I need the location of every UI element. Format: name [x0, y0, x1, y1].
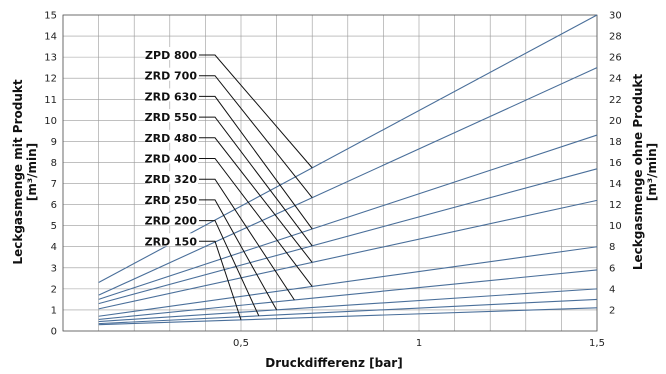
- y-right-tick-label: 22: [609, 95, 622, 106]
- series-label: ZRD 480: [145, 132, 198, 145]
- y-right-tick-label: 16: [609, 158, 622, 169]
- series-leader: [199, 178, 295, 301]
- series-label-bg: [150, 109, 198, 123]
- x-tick-label: 0,5: [233, 338, 249, 349]
- y-left-tick-label: 11: [44, 95, 57, 106]
- y-right-tick-label: 24: [609, 74, 622, 85]
- x-axis-title: Druckdifferenz [bar]: [265, 356, 402, 370]
- series-label-bg: [150, 191, 198, 205]
- y-right-tick-label: 18: [609, 137, 622, 148]
- y-right-tick-label: 26: [609, 53, 622, 64]
- left-axis-title-line1: Leckgasmenge mit Produkt: [11, 79, 25, 264]
- y-right-tick-label: 10: [609, 221, 622, 232]
- series-leader: [199, 54, 313, 169]
- series-line: [98, 307, 598, 326]
- series-label-bg: [150, 171, 198, 185]
- series-label: ZRD 700: [145, 70, 198, 83]
- y-right-tick-label: 30: [609, 11, 622, 22]
- y-left-tick-label: 6: [51, 200, 57, 211]
- y-right-tick-label: 28: [609, 32, 622, 43]
- series-leader: [199, 220, 260, 317]
- series-label-bg: [150, 212, 198, 226]
- left-axis-title: Leckgasmenge mit Produkt [m³/min]: [11, 79, 39, 264]
- y-left-tick-label: 7: [51, 179, 57, 190]
- y-right-tick-label: 20: [609, 116, 622, 127]
- y-right-tick-label: 14: [609, 179, 622, 190]
- y-left-tick-label: 15: [44, 11, 57, 22]
- y-right-tick-label: 8: [609, 242, 615, 253]
- series-leader: [199, 158, 313, 287]
- y-left-tick-label: 3: [51, 263, 57, 274]
- y-left-tick-label: 10: [44, 116, 57, 127]
- series-labels: ZPD 800 ZRD 700 ZRD 630 ZRD 550 ZRD 480 ZRD 4…: [145, 47, 198, 248]
- y-right-tick-label: 12: [609, 200, 622, 211]
- series-leader: [199, 75, 313, 198]
- series-label-bg: [150, 233, 198, 247]
- y-left-tick-label: 13: [44, 53, 57, 64]
- series-leader: [199, 240, 242, 321]
- series-line: [98, 288, 598, 323]
- series-line: [98, 67, 598, 296]
- series-line: [98, 298, 598, 325]
- x-tick-label: 1,5: [589, 338, 605, 349]
- y-left-tick-label: 2: [51, 284, 57, 295]
- series-label-bg: [150, 129, 198, 143]
- y-left-tick-label: 1: [51, 305, 57, 316]
- series-label: ZRD 400: [145, 153, 198, 166]
- series-label-bg: [150, 67, 198, 81]
- y-right-tick-label: 6: [609, 263, 615, 274]
- series-line: [98, 246, 598, 317]
- series-line: [98, 269, 598, 320]
- ticks: 0123456789101112131415246810121416182022…: [44, 11, 621, 350]
- series-leaders: [199, 54, 313, 321]
- series-leader: [199, 116, 313, 247]
- left-axis-title-line2: [m³/min]: [25, 143, 39, 201]
- right-axis-title-line1: Leckgasmenge ohne Produkt: [631, 74, 645, 271]
- x-tick-label: 1: [416, 338, 422, 349]
- series-leader: [199, 199, 278, 311]
- series-leader: [199, 137, 313, 263]
- series-label-bg: [150, 47, 198, 60]
- y-right-tick-label: 2: [609, 305, 615, 316]
- series-label: ZRD 630: [145, 90, 198, 103]
- series-label: ZRD 320: [145, 173, 198, 186]
- series-label: ZPD 800: [145, 49, 197, 62]
- y-left-tick-label: 12: [44, 74, 57, 85]
- series-label: ZRD 250: [145, 194, 198, 207]
- series-label: ZRD 150: [145, 235, 198, 248]
- series-line: [98, 199, 598, 310]
- series-leader: [199, 95, 313, 230]
- series-line: [98, 168, 598, 305]
- series-label: ZRD 200: [145, 215, 198, 228]
- series-label-bg: [150, 150, 198, 164]
- y-left-tick-label: 0: [51, 327, 57, 338]
- y-left-tick-label: 8: [51, 158, 57, 169]
- y-left-tick-label: 14: [44, 32, 57, 43]
- series-line: [98, 134, 598, 300]
- y-left-tick-label: 4: [51, 242, 57, 253]
- right-axis-title: Leckgasmenge ohne Produkt [m³/min]: [631, 74, 659, 271]
- y-right-tick-label: 4: [609, 284, 615, 295]
- y-left-tick-label: 9: [51, 137, 57, 148]
- right-axis-title-line2: [m³/min]: [645, 143, 659, 201]
- y-left-tick-label: 5: [51, 221, 57, 232]
- series-label-bg: [150, 88, 198, 102]
- plot-frame: [62, 14, 598, 332]
- series-label: ZRD 550: [145, 111, 198, 124]
